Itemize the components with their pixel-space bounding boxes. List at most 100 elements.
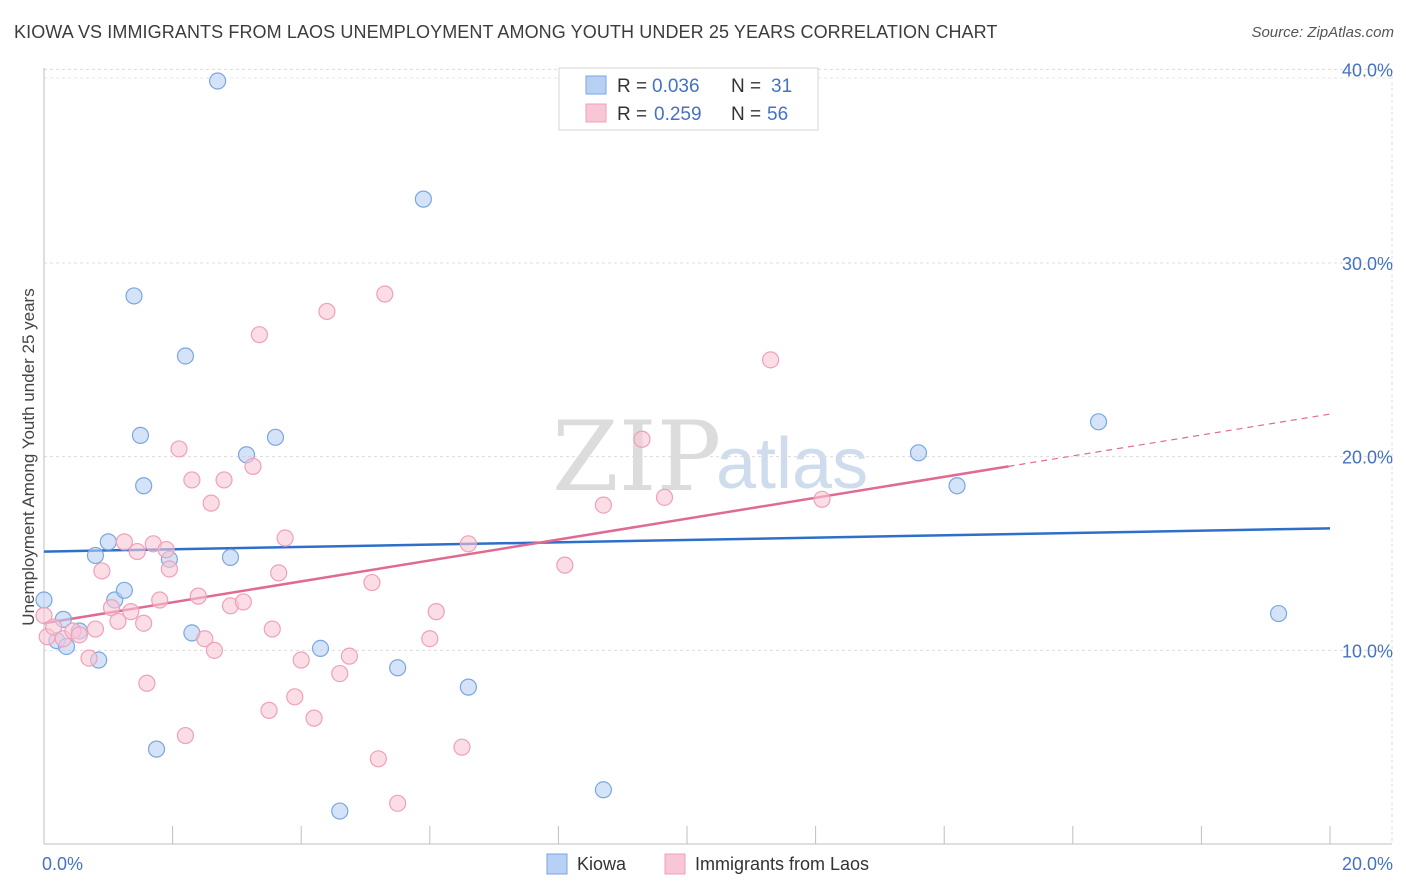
point-laos-14 bbox=[135, 614, 153, 632]
point-laos-48 bbox=[453, 738, 471, 756]
y-tick-label-2: 30.0% bbox=[1342, 254, 1393, 274]
point-kiowa-28 bbox=[948, 477, 966, 495]
y-tick-label-3: 40.0% bbox=[1342, 60, 1393, 80]
point-laos-40 bbox=[331, 664, 349, 683]
point-laos-44 bbox=[376, 285, 394, 303]
point-kiowa-29 bbox=[1089, 413, 1108, 431]
y-axis-label-group: Unemployment Among Youth under 25 years bbox=[19, 288, 38, 625]
point-laos-29 bbox=[234, 593, 252, 611]
point-kiowa-26 bbox=[594, 781, 613, 799]
point-laos-19 bbox=[160, 560, 178, 578]
point-kiowa-22 bbox=[331, 802, 349, 820]
point-laos-21 bbox=[176, 726, 195, 745]
point-laos-46 bbox=[421, 630, 439, 648]
point-laos-42 bbox=[363, 573, 381, 592]
point-laos-8 bbox=[93, 562, 111, 580]
point-kiowa-5 bbox=[86, 546, 105, 565]
point-laos-34 bbox=[270, 564, 288, 582]
trendline-kiowa bbox=[43, 527, 1331, 553]
series-legend-label-laos: Immigrants from Laos bbox=[695, 854, 869, 874]
x-tick-label-1: 20.0% bbox=[1342, 854, 1393, 874]
legend-n-label-laos: N = bbox=[731, 104, 761, 125]
point-kiowa-25 bbox=[459, 678, 477, 696]
point-laos-38 bbox=[305, 709, 323, 727]
point-laos-7 bbox=[86, 620, 105, 638]
point-kiowa-27 bbox=[909, 444, 928, 462]
legend-n-value-kiowa: 31 bbox=[771, 76, 792, 97]
point-laos-17 bbox=[151, 591, 169, 609]
point-kiowa-20 bbox=[266, 428, 285, 446]
trendline-laos bbox=[43, 465, 1009, 625]
point-laos-41 bbox=[340, 647, 359, 665]
point-laos-20 bbox=[170, 440, 188, 458]
point-laos-25 bbox=[202, 494, 220, 512]
tick-labels: 10.0% 20.0% 30.0% 40.0% 0.0% 20.0% bbox=[42, 60, 1393, 874]
point-kiowa-21 bbox=[311, 639, 330, 658]
point-laos-53 bbox=[655, 488, 674, 506]
point-laos-55 bbox=[813, 490, 831, 508]
point-laos-50 bbox=[556, 556, 574, 574]
point-laos-6 bbox=[80, 649, 98, 667]
stats-legend: R = 0.036 N = 31 R = 0.259 N = 56 bbox=[558, 67, 819, 131]
point-kiowa-7 bbox=[99, 533, 117, 551]
point-kiowa-30 bbox=[1269, 604, 1288, 623]
point-laos-11 bbox=[115, 533, 133, 551]
series-legend-label-kiowa: Kiowa bbox=[577, 854, 627, 874]
chart-title: KIOWA VS IMMIGRANTS FROM LAOS UNEMPLOYME… bbox=[14, 22, 998, 42]
y-axis-label: Unemployment Among Youth under 25 years bbox=[19, 288, 38, 625]
watermark-zip: ZIP bbox=[552, 401, 721, 513]
point-laos-10 bbox=[109, 612, 127, 630]
point-kiowa-0 bbox=[35, 591, 53, 609]
point-kiowa-17 bbox=[209, 72, 227, 90]
legend-n-label-kiowa: N = bbox=[731, 76, 761, 97]
legend-r-value-laos: 0.259 bbox=[654, 104, 702, 125]
point-laos-36 bbox=[286, 688, 304, 706]
point-laos-31 bbox=[250, 326, 269, 344]
watermark-atlas: atlas bbox=[716, 424, 868, 504]
point-laos-26 bbox=[205, 641, 223, 659]
point-laos-35 bbox=[276, 529, 294, 547]
point-laos-32 bbox=[260, 701, 278, 719]
point-laos-18 bbox=[157, 541, 175, 559]
point-laos-52 bbox=[633, 430, 651, 448]
point-kiowa-13 bbox=[147, 740, 166, 758]
point-laos-39 bbox=[318, 302, 336, 321]
data-points bbox=[35, 72, 1288, 820]
point-laos-51 bbox=[594, 496, 613, 514]
trendline-laos-extension bbox=[1008, 413, 1331, 467]
axes bbox=[43, 68, 1392, 845]
point-kiowa-24 bbox=[414, 190, 432, 208]
point-laos-43 bbox=[369, 750, 387, 768]
point-kiowa-12 bbox=[135, 477, 153, 495]
point-kiowa-23 bbox=[389, 659, 407, 677]
point-laos-13 bbox=[128, 542, 146, 561]
point-kiowa-15 bbox=[176, 347, 195, 365]
point-laos-2 bbox=[45, 618, 63, 636]
point-laos-30 bbox=[244, 457, 262, 475]
legend-n-value-laos: 56 bbox=[767, 104, 788, 125]
point-laos-12 bbox=[122, 603, 140, 621]
point-laos-33 bbox=[263, 620, 281, 638]
series-legend: Kiowa Immigrants from Laos bbox=[546, 853, 869, 875]
point-laos-27 bbox=[215, 471, 233, 489]
legend-r-label-laos: R = bbox=[617, 104, 647, 125]
legend-r-value-kiowa: 0.036 bbox=[652, 76, 700, 97]
point-kiowa-18 bbox=[221, 548, 240, 566]
point-laos-45 bbox=[389, 794, 407, 812]
y-tick-label-1: 20.0% bbox=[1342, 448, 1393, 468]
point-laos-54 bbox=[761, 351, 780, 369]
legend-r-label-kiowa: R = bbox=[617, 76, 647, 97]
point-laos-15 bbox=[138, 674, 156, 692]
point-laos-22 bbox=[183, 471, 201, 489]
point-kiowa-11 bbox=[131, 426, 150, 444]
x-tick-label-0: 0.0% bbox=[42, 854, 83, 874]
point-laos-47 bbox=[427, 603, 445, 621]
point-laos-37 bbox=[292, 651, 310, 669]
point-laos-24 bbox=[196, 630, 214, 648]
point-laos-49 bbox=[459, 535, 477, 553]
point-kiowa-10 bbox=[125, 287, 143, 305]
series-legend-swatch-kiowa bbox=[546, 853, 568, 875]
y-tick-label-0: 10.0% bbox=[1342, 641, 1393, 661]
source-label: Source: ZipAtlas.com bbox=[1251, 24, 1394, 41]
